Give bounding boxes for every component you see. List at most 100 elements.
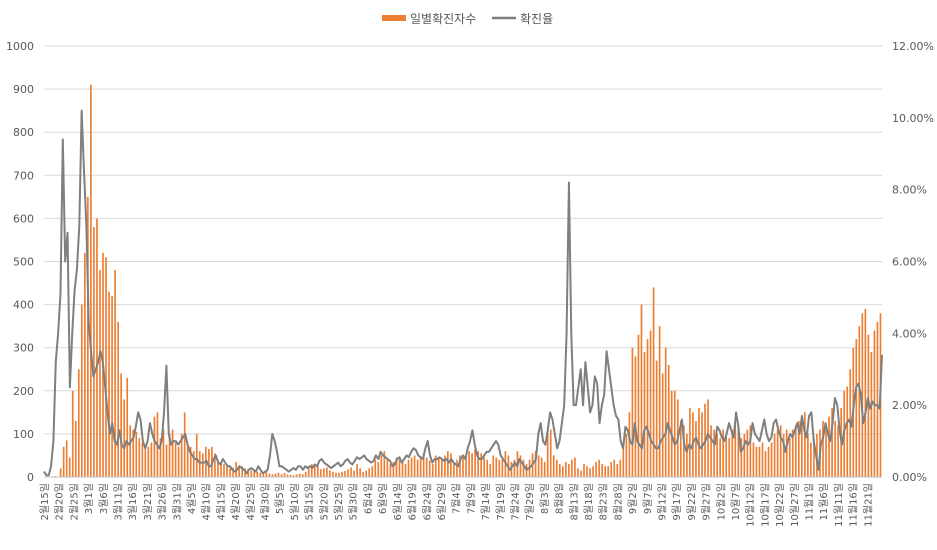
- bar: [148, 447, 150, 477]
- bar: [728, 438, 730, 477]
- x-tick-label: 6월24일: [421, 483, 433, 521]
- x-tick-label: 5월25일: [333, 483, 345, 521]
- bar: [432, 464, 434, 477]
- bar: [429, 461, 431, 477]
- y-right-tick-label: 0.00%: [892, 471, 927, 484]
- bar: [759, 447, 761, 477]
- bar: [644, 352, 646, 477]
- bar: [223, 464, 225, 477]
- x-tick-label: 7월9일: [465, 483, 477, 514]
- bar: [580, 471, 582, 477]
- bar: [795, 425, 797, 477]
- bar: [668, 365, 670, 477]
- legend-swatch-bars: [382, 15, 406, 21]
- bar: [199, 451, 201, 477]
- x-tick-label: 8월18일: [583, 483, 595, 521]
- bar: [326, 468, 328, 477]
- bar: [341, 472, 343, 477]
- bar: [571, 460, 573, 477]
- bar: [114, 270, 116, 477]
- y-left-tick-label: 600: [13, 212, 34, 225]
- bar: [713, 430, 715, 477]
- bar: [695, 421, 697, 477]
- bar: [453, 464, 455, 477]
- bar: [99, 270, 101, 477]
- y-left-tick-label: 1000: [6, 40, 34, 53]
- bar: [441, 460, 443, 477]
- bar: [865, 309, 867, 477]
- bar: [495, 458, 497, 477]
- x-tick-label: 7월29일: [524, 483, 536, 521]
- y-left-tick-label: 200: [13, 385, 34, 398]
- x-tick-label: 9월27일: [701, 483, 713, 521]
- y-left-tick-label: 0: [27, 471, 34, 484]
- bar: [653, 287, 655, 477]
- bar: [145, 445, 147, 477]
- bar: [598, 460, 600, 477]
- x-tick-label: 7월19일: [495, 483, 507, 521]
- bar: [93, 227, 95, 477]
- bar: [686, 434, 688, 477]
- bar: [538, 455, 540, 477]
- bar: [753, 443, 755, 477]
- bar: [483, 458, 485, 477]
- bar: [371, 466, 373, 477]
- bar: [592, 466, 594, 477]
- bar: [586, 466, 588, 477]
- x-tick-label: 4월20일: [230, 483, 242, 521]
- bar: [468, 451, 470, 477]
- bar: [623, 447, 625, 477]
- bar: [825, 425, 827, 477]
- x-tick-label: 7월24일: [509, 483, 521, 521]
- y-right-tick-label: 4.00%: [892, 327, 927, 340]
- x-tick-label: 6월9일: [377, 483, 389, 514]
- x-tick-label: 8월8일: [554, 483, 566, 514]
- bar: [807, 434, 809, 477]
- bar: [368, 468, 370, 477]
- x-tick-label: 10월12일: [745, 483, 757, 527]
- bar: [417, 460, 419, 477]
- bar: [175, 443, 177, 477]
- bar: [471, 453, 473, 477]
- x-tick-label: 9월17일: [671, 483, 683, 521]
- bar: [299, 474, 301, 477]
- bar: [305, 472, 307, 477]
- x-tick-label: 11월1일: [803, 483, 815, 521]
- x-tick-label: 9월2일: [627, 483, 639, 514]
- x-tick-label: 3월31일: [171, 483, 183, 521]
- bar: [601, 464, 603, 477]
- bar: [725, 434, 727, 477]
- bar: [117, 322, 119, 477]
- bar: [365, 471, 367, 477]
- bar: [438, 458, 440, 477]
- bar: [662, 374, 664, 477]
- bar: [768, 447, 770, 477]
- bar: [408, 460, 410, 477]
- bar: [559, 464, 561, 477]
- bar: [541, 458, 543, 477]
- bar: [544, 462, 546, 477]
- bar: [250, 471, 252, 477]
- bar: [60, 468, 62, 477]
- bar: [66, 440, 68, 477]
- y-right-tick-label: 8.00%: [892, 184, 927, 197]
- x-tick-label: 11월16일: [848, 483, 860, 527]
- bar: [656, 361, 658, 477]
- y-left-tick-label: 700: [13, 169, 34, 182]
- bar: [632, 348, 634, 477]
- y-right-tick-label: 2.00%: [892, 399, 927, 412]
- bar: [665, 348, 667, 477]
- bar: [184, 412, 186, 477]
- bar: [492, 455, 494, 477]
- legend-label-bars: 일별확진자수: [410, 12, 476, 26]
- bar: [344, 471, 346, 477]
- bar: [786, 430, 788, 477]
- x-tick-label: 3월21일: [142, 483, 154, 521]
- x-tick-label: 4월5일: [186, 483, 198, 514]
- bar: [96, 218, 98, 477]
- bar: [447, 451, 449, 477]
- x-tick-label: 8월13일: [568, 483, 580, 521]
- x-tick-label: 8월28일: [612, 483, 624, 521]
- x-tick-label: 10월2일: [715, 483, 727, 521]
- bar: [641, 305, 643, 477]
